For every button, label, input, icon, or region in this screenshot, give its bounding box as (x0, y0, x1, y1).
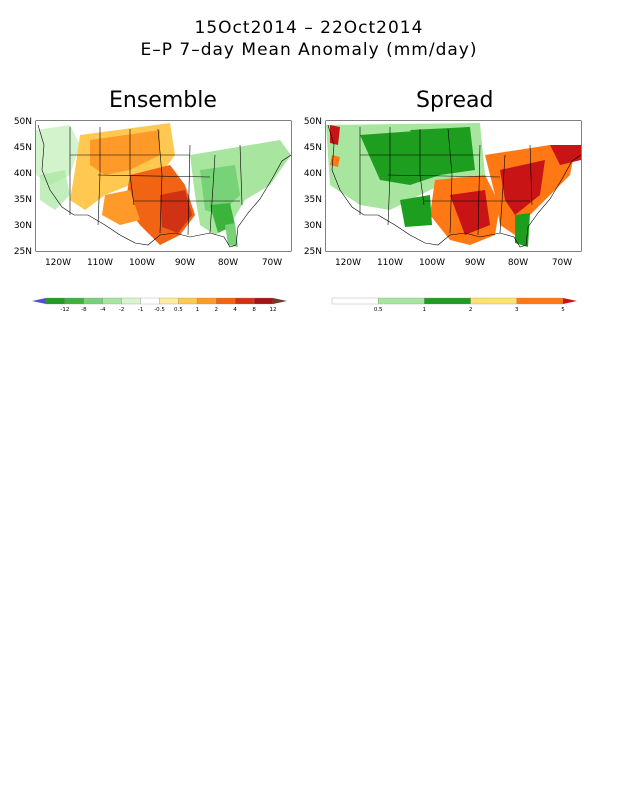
colorbar-tick-label: 3 (515, 307, 519, 313)
spread-panel-title: Spread (416, 88, 494, 113)
chart-subtitle: E–P 7–day Mean Anomaly (mm/day) (140, 40, 478, 60)
colorbar-segment (424, 297, 471, 305)
lon-label: 110W (377, 258, 403, 268)
lat-label: 40N (304, 169, 322, 179)
lon-label: 110W (87, 258, 113, 268)
lon-label: 90W (175, 258, 195, 268)
colorbar-tick-label: 4 (233, 307, 237, 313)
colorbar-segment (64, 297, 84, 305)
colorbar-segment (45, 297, 66, 305)
lat-label: 50N (304, 117, 322, 127)
lat-label: 30N (304, 221, 322, 231)
lon-label: 80W (218, 258, 238, 268)
colorbar-segment (83, 297, 103, 305)
lat-label: 35N (14, 195, 32, 205)
colorbar-tick-label: 8 (252, 307, 256, 313)
colorbar-segment (140, 297, 160, 305)
lat-label: 50N (14, 117, 32, 127)
colorbar-segment (216, 297, 236, 305)
colorbar-segment (178, 297, 198, 305)
colorbar-segment (331, 297, 379, 305)
colorbar-tick-label: -0.5 (154, 307, 165, 313)
colorbar-segment (470, 297, 517, 305)
date-range-title: 15Oct2014 – 22Oct2014 (194, 18, 424, 38)
ensemble-map: 50N 45N 40N 35N 30N 25N 120W 110W 100W 9… (14, 117, 292, 268)
colorbar-arrow-high (273, 298, 287, 304)
colorbar-tick-label: 12 (270, 307, 277, 313)
lon-label: 100W (419, 258, 445, 268)
colorbar-segment (102, 297, 122, 305)
colorbar-tick-label: -4 (100, 307, 106, 313)
ensemble-panel-title: Ensemble (109, 88, 217, 113)
colorbar-tick-label: -1 (138, 307, 143, 313)
colorbar-segment (235, 297, 255, 305)
lat-label: 40N (14, 169, 32, 179)
lat-label: 45N (304, 143, 322, 153)
colorbar-tick-label: 5 (561, 307, 565, 313)
lon-label: 100W (129, 258, 155, 268)
colorbar-segment (378, 297, 425, 305)
lat-label: 25N (304, 247, 322, 257)
colorbar-tick-label: -8 (81, 307, 87, 313)
lon-label: 80W (508, 258, 528, 268)
colorbar-segment (159, 297, 179, 305)
colorbar-arrow-high (563, 298, 577, 304)
colorbar-tick-label: 2 (215, 307, 219, 313)
lon-label: 70W (262, 258, 282, 268)
lat-label: 45N (14, 143, 32, 153)
colorbar-tick-label: 0.5 (174, 307, 183, 313)
lat-label: 25N (14, 247, 32, 257)
colorbar-tick-label: -12 (60, 307, 69, 313)
colorbar-tick-label: 1 (423, 307, 427, 313)
spread-colorbar: 0.5 1 2 3 5 (331, 297, 577, 313)
lon-label: 70W (552, 258, 572, 268)
lon-label: 120W (335, 258, 361, 268)
ensemble-colorbar: -12 -8 -4 -2 -1 -0.5 0.5 1 2 4 8 12 (32, 297, 287, 313)
colorbar-tick-label: 2 (469, 307, 473, 313)
colorbar-tick-label: -2 (119, 307, 124, 313)
colorbar-arrow-low (32, 298, 46, 304)
lat-label: 35N (304, 195, 322, 205)
colorbar-segment (197, 297, 217, 305)
colorbar-tick-label: 1 (196, 307, 200, 313)
colorbar-segment (121, 297, 141, 305)
spread-map: 50N 45N 40N 35N 30N 25N 120W 110W 100W 9… (304, 117, 582, 268)
lat-label: 30N (14, 221, 32, 231)
colorbar-segment (253, 297, 274, 305)
colorbar-tick-label: 0.5 (374, 307, 383, 313)
lon-label: 90W (465, 258, 485, 268)
lon-label: 120W (45, 258, 71, 268)
colorbar-segment (516, 297, 564, 305)
